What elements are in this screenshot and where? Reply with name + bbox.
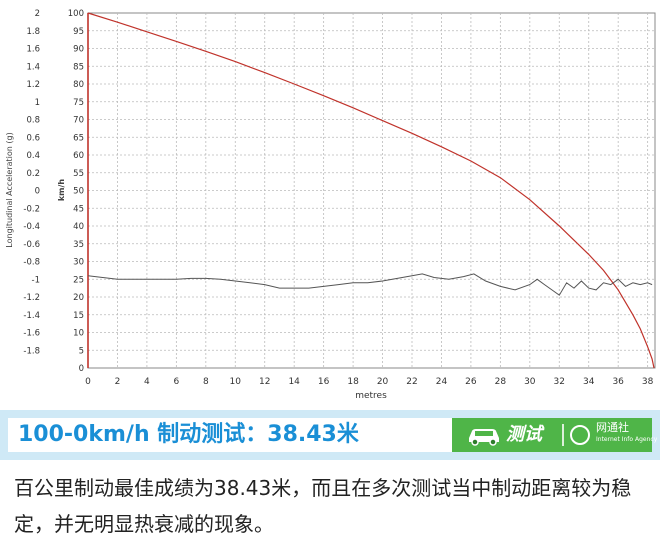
caption-text: 百公里制动最佳成绩为38.43米，而且在多次测试当中制动距离较为稳定，并无明显热… (14, 476, 632, 536)
x-tick-label: 26 (465, 377, 477, 387)
y-right-tick-label: 0 (79, 364, 84, 374)
title-banner: 100-0km/h 制动测试：38.43米 测试 网通社 Internet In… (0, 410, 660, 460)
x-tick-label: 22 (406, 377, 417, 387)
x-tick-label: 18 (347, 377, 359, 387)
x-tick-label: 10 (230, 377, 242, 387)
y-left-tick-label: -0.8 (23, 258, 40, 268)
y-right-tick-label: 95 (73, 27, 84, 37)
x-tick-label: 4 (144, 377, 150, 387)
y-right-tick-label: 70 (73, 116, 84, 126)
y-left-tick-label: 0.6 (26, 133, 40, 143)
x-tick-label: 24 (436, 377, 448, 387)
y-right-tick-label: 60 (73, 151, 84, 161)
y-right-tick-label: 40 (73, 222, 84, 232)
chart-canvas: 0 2 4 6 8 10 12 14 16 18 20 22 24 26 28 30 32 34 36 3810095… (5, 9, 656, 401)
x-tick-label: 6 (173, 377, 179, 387)
x-tick-label: 34 (583, 377, 595, 387)
y-left-tick-label: -1.2 (23, 293, 40, 303)
y-right-tick-label: 35 (73, 240, 84, 250)
y-left-tick-label: -1 (32, 275, 40, 285)
x-tick-label: 0 (85, 377, 91, 387)
y-right-tick-label: 75 (73, 98, 84, 108)
x-tick-label: 28 (495, 377, 507, 387)
y-right-tick-label: 5 (79, 346, 84, 356)
y-left-tick-label: 1.4 (26, 62, 40, 72)
y-right-tick-label: 50 (73, 187, 84, 197)
y-left-tick-label: 0 (35, 187, 40, 197)
badge-text: 测试 (506, 424, 542, 445)
x-tick-label: 16 (318, 377, 330, 387)
y-left-tick-label: 1.6 (26, 45, 40, 55)
y-left-tick-label: -0.4 (23, 222, 40, 232)
y-axis-left-label: Longitudinal Acceleration (g) (5, 132, 14, 247)
banner-title: 100-0km/h 制动测试：38.43米 (8, 418, 458, 452)
x-tick-label: 8 (203, 377, 209, 387)
badge-divider (562, 424, 564, 446)
x-tick-label: 2 (115, 377, 121, 387)
x-tick-label: 36 (612, 377, 624, 387)
y-right-tick-label: 55 (73, 169, 84, 179)
y-right-tick-label: 20 (73, 293, 84, 303)
y-right-tick-label: 25 (73, 275, 84, 285)
y-right-tick-label: 10 (73, 329, 84, 339)
y-right-tick-label: 100 (68, 9, 84, 19)
y-right-tick-label: 30 (73, 258, 84, 268)
speed-series-line (87, 12, 655, 369)
y-left-tick-label: 1 (35, 98, 40, 108)
x-tick-label: 14 (288, 377, 300, 387)
braking-chart: 0 2 4 6 8 10 12 14 16 18 20 22 24 26 28 30 32 34 36 38 100 95… (5, 9, 656, 401)
test-badge: 测试 网通社 Internet Info Agency (452, 418, 657, 452)
logo-chinese-name: 网通社 (596, 421, 629, 434)
x-tick-label: 32 (554, 377, 565, 387)
y-right-tick-label: 15 (73, 311, 84, 321)
y-left-tick-label: 0.4 (26, 151, 40, 161)
y-left-tick-label: 1.2 (26, 80, 40, 90)
acceleration-series-line (87, 273, 653, 296)
y-right-tick-label: 45 (73, 204, 84, 214)
logo-english-name: Internet Info Agency (596, 436, 658, 443)
y-left-tick-label: -1.8 (23, 346, 40, 356)
y-right-tick-label: 90 (73, 45, 84, 55)
y-left-tick-label: -1.4 (23, 311, 40, 321)
car-icon (469, 429, 499, 446)
y-left-tick-label: -0.2 (23, 204, 40, 214)
y-left-tick-label: -0.6 (23, 240, 40, 250)
x-tick-label: 38 (642, 377, 654, 387)
y-left-tick-label: 2 (35, 9, 40, 19)
y-right-tick-label: 65 (73, 133, 84, 143)
x-axis-label: metres (355, 391, 387, 401)
logo-icon (570, 425, 590, 445)
y-right-tick-label: 85 (73, 62, 84, 72)
x-tick-label: 30 (524, 377, 536, 387)
y-left-tick-label: 0.8 (26, 116, 40, 126)
x-tick-label: 20 (377, 377, 389, 387)
y-left-tick-label: -1.6 (23, 329, 40, 339)
y-left-tick-label: 0.2 (26, 169, 40, 179)
y-right-tick-label: 80 (73, 80, 84, 90)
y-axis-right-label: km/h (57, 179, 66, 202)
x-tick-label: 12 (259, 377, 270, 387)
y-left-tick-label: 1.8 (26, 27, 40, 37)
